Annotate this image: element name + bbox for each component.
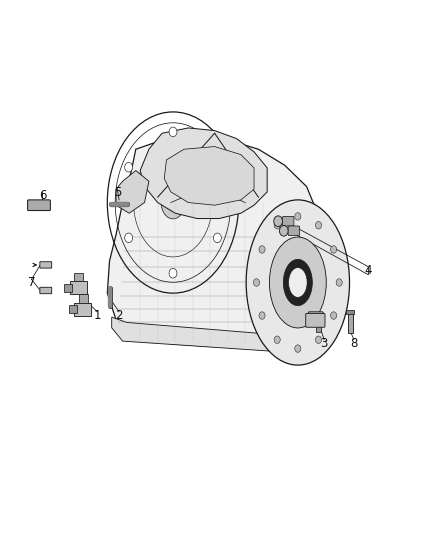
Ellipse shape bbox=[259, 312, 265, 319]
Ellipse shape bbox=[125, 233, 133, 243]
Ellipse shape bbox=[169, 269, 177, 278]
Ellipse shape bbox=[274, 222, 280, 229]
Ellipse shape bbox=[161, 186, 185, 219]
Ellipse shape bbox=[259, 246, 265, 253]
Polygon shape bbox=[107, 136, 328, 346]
Text: 5: 5 bbox=[114, 187, 121, 199]
FancyBboxPatch shape bbox=[40, 287, 52, 294]
FancyBboxPatch shape bbox=[283, 216, 294, 226]
Text: 1: 1 bbox=[93, 309, 101, 322]
Ellipse shape bbox=[295, 345, 301, 352]
Text: 6: 6 bbox=[39, 189, 46, 201]
Ellipse shape bbox=[283, 260, 312, 305]
FancyBboxPatch shape bbox=[79, 294, 88, 303]
Ellipse shape bbox=[289, 268, 307, 297]
FancyBboxPatch shape bbox=[74, 273, 83, 281]
Ellipse shape bbox=[315, 222, 321, 229]
FancyBboxPatch shape bbox=[306, 313, 325, 327]
Ellipse shape bbox=[274, 216, 283, 227]
FancyBboxPatch shape bbox=[64, 284, 72, 292]
Bar bbox=[316, 322, 321, 332]
Ellipse shape bbox=[331, 246, 337, 253]
Bar bbox=[346, 310, 354, 314]
FancyBboxPatch shape bbox=[70, 281, 87, 294]
Ellipse shape bbox=[246, 200, 350, 365]
FancyBboxPatch shape bbox=[74, 303, 91, 316]
Ellipse shape bbox=[336, 279, 342, 286]
Ellipse shape bbox=[315, 336, 321, 343]
Polygon shape bbox=[116, 171, 149, 213]
FancyBboxPatch shape bbox=[69, 305, 77, 313]
Ellipse shape bbox=[213, 163, 221, 172]
Polygon shape bbox=[164, 147, 254, 205]
Text: 4: 4 bbox=[364, 264, 372, 277]
FancyBboxPatch shape bbox=[28, 200, 50, 211]
Text: 2: 2 bbox=[115, 309, 123, 322]
Ellipse shape bbox=[295, 213, 301, 220]
Ellipse shape bbox=[254, 279, 260, 286]
Text: 8: 8 bbox=[350, 337, 357, 350]
Polygon shape bbox=[140, 128, 267, 219]
Text: 7: 7 bbox=[28, 276, 35, 289]
Ellipse shape bbox=[213, 233, 221, 243]
Polygon shape bbox=[263, 213, 298, 237]
Ellipse shape bbox=[331, 312, 337, 319]
Ellipse shape bbox=[269, 237, 326, 328]
FancyBboxPatch shape bbox=[308, 312, 323, 325]
Ellipse shape bbox=[125, 163, 133, 172]
Text: 3: 3 bbox=[321, 337, 328, 350]
Polygon shape bbox=[112, 317, 307, 352]
FancyBboxPatch shape bbox=[288, 226, 300, 236]
Bar bbox=[348, 313, 353, 333]
Ellipse shape bbox=[274, 336, 280, 343]
Ellipse shape bbox=[169, 127, 177, 136]
Ellipse shape bbox=[279, 225, 288, 236]
FancyBboxPatch shape bbox=[40, 262, 52, 268]
